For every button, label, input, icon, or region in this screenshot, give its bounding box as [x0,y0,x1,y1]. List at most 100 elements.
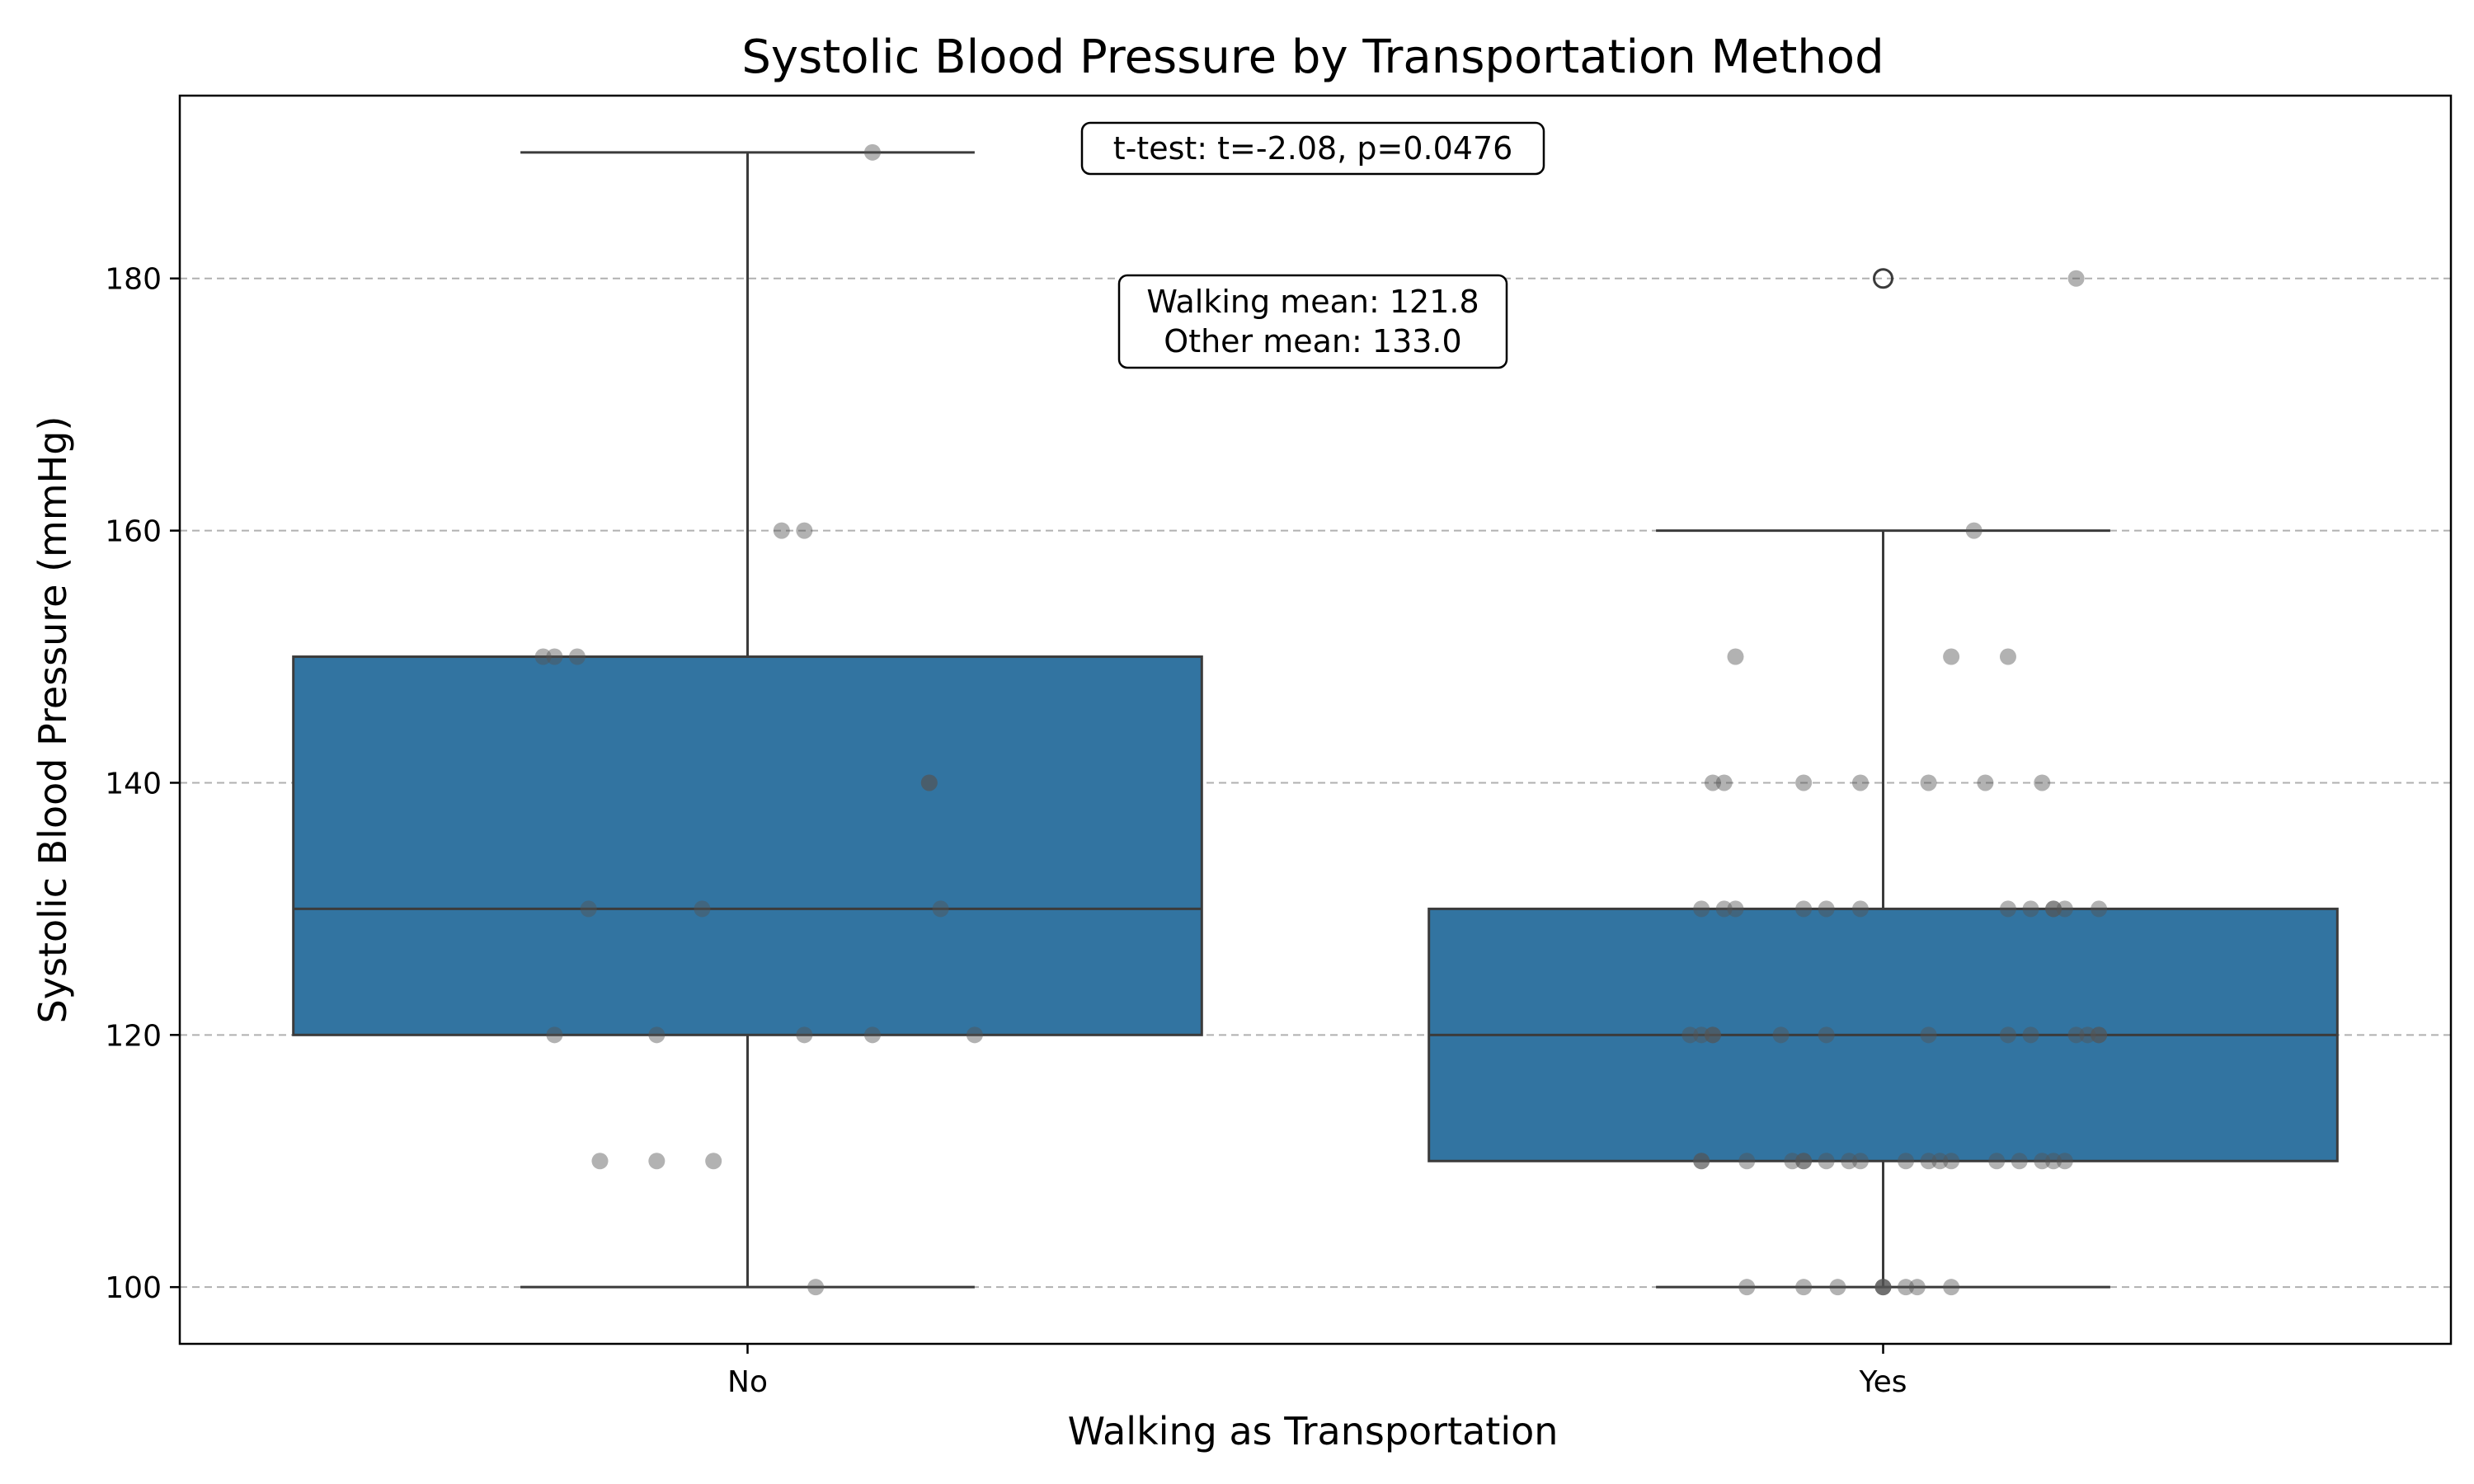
data-point [1874,1279,1892,1296]
data-point [1874,1279,1892,1296]
data-point [1795,1153,1813,1170]
data-point [2045,900,2062,918]
data-point [1704,1026,1721,1044]
data-point [1841,1153,1858,1170]
data-point [1795,1153,1813,1170]
y-axis: 100 120 140 160 180 [105,263,180,1305]
data-point [1727,900,1744,918]
data-point [1920,774,1937,791]
data-point [648,1026,666,1044]
y-axis-title: Systolic Blood Pressure (mmHg) [31,416,75,1024]
data-point [1999,648,2016,665]
data-point [1829,1279,1846,1296]
data-point [534,648,552,665]
data-point [773,522,790,539]
data-point [694,900,711,918]
data-point [1908,1279,1926,1296]
data-point [2091,1026,2108,1044]
data-point [1898,1153,1915,1170]
annotation-box [1117,274,1508,369]
data-point [1693,1153,1710,1170]
chart-title: Systolic Blood Pressure by Transportatio… [741,31,1884,84]
data-point [1704,774,1721,791]
data-point [2056,1153,2073,1170]
data-point [1943,648,1960,665]
y-tick-label: 180 [105,263,162,297]
data-point [1818,900,1835,918]
data-point [1999,900,2016,918]
data-point [1693,900,1710,918]
data-point [920,774,938,791]
data-point [705,1153,722,1170]
data-point [796,1026,813,1044]
data-point [2034,1153,2051,1170]
data-point [1851,900,1869,918]
data-point [1727,648,1744,665]
data-point [580,900,597,918]
data-point [1738,1153,1756,1170]
data-point [1738,1279,1756,1296]
data-point [863,143,881,161]
outlier-marker [1873,268,1893,289]
data-point [1818,1026,1835,1044]
data-point [1681,1026,1699,1044]
annotation-text: Other mean: 133.0 [1164,323,1461,359]
box-no [292,151,1203,1289]
data-point [1818,1153,1835,1170]
y-tick-label: 120 [105,1019,162,1053]
data-point [1920,1153,1937,1170]
data-point [1795,900,1813,918]
data-point [2091,1026,2108,1044]
data-point [2045,1153,2062,1170]
x-axis-title: Walking as Transportation [1068,1409,1559,1453]
data-point [1943,1279,1960,1296]
data-point [1999,1026,2016,1044]
data-point [2067,270,2085,287]
data-point [1795,774,1813,791]
data-point [2022,900,2039,918]
data-point [1965,522,1982,539]
data-point [807,1279,825,1296]
data-point [546,1026,563,1044]
annotation-text: Walking mean: 121.8 [1146,284,1479,320]
data-point [2022,1026,2039,1044]
y-tick-label: 140 [105,767,162,801]
data-point [796,522,813,539]
data-point [920,774,938,791]
data-point [2079,1026,2096,1044]
annotations: t-test: t=-2.08, p=0.0476 Walking mean: 1… [1080,121,1545,369]
data-point [1704,1026,1721,1044]
y-tick-label: 160 [105,515,162,549]
data-point [1784,1153,1801,1170]
x-axis: No Yes [727,1344,1907,1399]
data-point [1693,1153,1710,1170]
data-point [2045,900,2062,918]
data-point [863,1026,881,1044]
annotation-box [1080,121,1545,176]
box-layer [292,151,2339,1289]
data-point [2091,900,2108,918]
data-point [546,648,563,665]
data-point [1931,1153,1949,1170]
x-tick-label: No [727,1365,768,1399]
data-point [1977,774,1994,791]
data-point [648,1153,666,1170]
data-point [1772,1026,1790,1044]
data-point [1851,774,1869,791]
box-yes [1427,268,2339,1289]
box-iqr [292,655,1203,1036]
data-point [1693,1026,1710,1044]
y-tick-label: 100 [105,1271,162,1305]
data-point [1898,1279,1915,1296]
data-point [1715,774,1733,791]
plot-frame [178,94,2453,1345]
data-point [1874,1279,1892,1296]
data-point [966,1026,983,1044]
data-point [1943,1153,1960,1170]
data-point [591,1153,609,1170]
point-layer [534,143,2108,1296]
data-point [568,648,586,665]
